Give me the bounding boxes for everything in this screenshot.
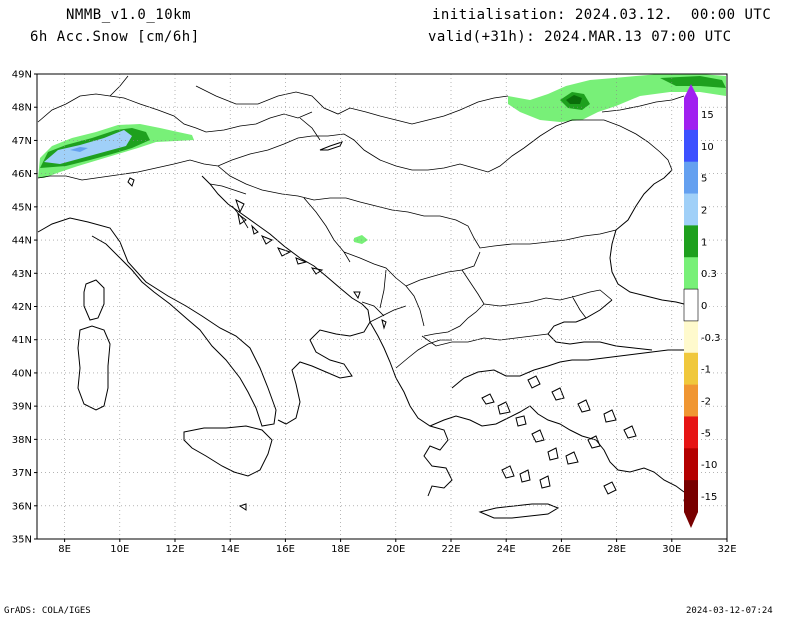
colorbar-swatch [684, 257, 698, 290]
coastlines [37, 141, 693, 519]
colorbar-label: 0 [701, 301, 707, 312]
lon-tick-label: 32E [717, 544, 736, 555]
field-title: 6h Acc.Snow [cm/6h] [30, 29, 200, 45]
colorbar-swatch [684, 416, 698, 449]
colorbar-swatch [684, 352, 698, 386]
country-borders [37, 75, 685, 369]
lat-tick-label: 48N [12, 103, 32, 114]
lon-tick-label: 22E [441, 544, 460, 555]
colorbar-swatch [684, 193, 698, 226]
dalmatian-islands [235, 199, 324, 275]
balaton [319, 141, 343, 151]
lon-tick-label: 18E [331, 544, 350, 555]
rhodes-coast [603, 481, 617, 495]
aegean-islands [481, 375, 637, 489]
malta [238, 503, 247, 511]
colorbar-label: 15 [701, 110, 714, 121]
lon-tick-label: 28E [607, 544, 626, 555]
lat-tick-label: 36N [12, 501, 32, 512]
lat-tick-label: 37N [12, 468, 32, 479]
axis-ticks [34, 73, 728, 542]
lon-tick-label: 24E [497, 544, 516, 555]
colorbar-label: -2 [701, 397, 711, 408]
colorbar: 15 10 5 2 1 0.3 0 -0.3 -1 -2 -5 -10 -15 [683, 84, 721, 528]
colorbar-label: 1 [701, 237, 707, 248]
sardinia-coast [77, 325, 111, 411]
snow-area-alps-blue [70, 147, 88, 152]
colorbar-swatch [684, 225, 698, 258]
lon-tick-label: 8E [58, 544, 71, 555]
colorbar-label: 10 [701, 142, 714, 153]
timestamp-label: 2024-03-12-07:24 [686, 606, 773, 616]
colorbar-label: -1 [701, 365, 711, 376]
init-time: initialisation: 2024.03.12. 00:00 UTC [432, 7, 772, 23]
model-title: NMMB_v1.0_10km [66, 7, 192, 23]
italy-coast [37, 175, 371, 427]
colorbar-swatch [684, 384, 698, 417]
colorbar-label: 0.3 [701, 269, 717, 280]
black-sea-coast [609, 169, 685, 305]
colorbar-swatch [684, 480, 698, 513]
snow-area-east-mid [560, 76, 726, 110]
snow-area-alps-lightblue [44, 130, 132, 164]
lon-tick-label: 16E [276, 544, 295, 555]
lon-tick-label: 14E [221, 544, 240, 555]
lat-tick-label: 41N [12, 335, 32, 346]
colorbar-swatch [684, 320, 698, 354]
lon-tick-label: 20E [386, 544, 405, 555]
lon-tick-label: 12E [165, 544, 184, 555]
credit-label: GrADS: COLA/IGES [4, 606, 91, 616]
lon-axis: 8E 10E 12E 14E 16E 18E 20E 22E 24E 26E 28E 30E 32E [58, 544, 736, 555]
lon-tick-label: 26E [552, 544, 571, 555]
colorbar-bottom-arrow [684, 512, 698, 528]
snow-field [38, 74, 726, 244]
snow-area-bosnia [354, 235, 368, 244]
lat-axis: 49N 48N 47N 46N 45N 44N 43N 42N 41N 40N 39N 38N 37N 3… [12, 70, 32, 546]
bosporus-coast [547, 299, 653, 351]
colorbar-label: 5 [701, 174, 707, 185]
lat-tick-label: 46N [12, 169, 32, 180]
lat-tick-label: 44N [12, 236, 32, 247]
colorbar-label: -0.3 [701, 333, 721, 344]
sicily-coast [183, 425, 273, 477]
lat-tick-label: 38N [12, 435, 32, 446]
valid-time: valid(+31h): 2024.MAR.13 07:00 UTC [428, 29, 732, 45]
lon-tick-label: 30E [662, 544, 681, 555]
lon-tick-label: 10E [110, 544, 129, 555]
lat-tick-label: 47N [12, 136, 32, 147]
colorbar-label: -15 [701, 492, 717, 503]
corsica-coast [83, 279, 105, 321]
lat-tick-label: 42N [12, 302, 32, 313]
greek-north-coast [451, 349, 684, 389]
lat-tick-label: 35N [12, 535, 32, 546]
colorbar-label: -10 [701, 460, 717, 471]
lat-tick-label: 43N [12, 269, 32, 280]
colorbar-zero-box [683, 288, 699, 322]
crete-coast [478, 503, 560, 519]
grid-lines [37, 74, 727, 539]
colorbar-swatch [684, 98, 698, 131]
colorbar-swatch [684, 161, 698, 195]
lat-tick-label: 39N [12, 402, 32, 413]
colorbar-label: 2 [701, 205, 707, 216]
colorbar-top-arrow [684, 84, 698, 98]
lat-tick-label: 40N [12, 368, 32, 379]
colorbar-swatch [684, 129, 698, 163]
lat-tick-label: 45N [12, 202, 32, 213]
lake-hint [127, 177, 387, 330]
lat-tick-label: 49N [12, 70, 32, 81]
colorbar-swatch [684, 448, 698, 481]
colorbar-label: -5 [701, 428, 711, 439]
snow-area-east-dark [566, 95, 582, 104]
